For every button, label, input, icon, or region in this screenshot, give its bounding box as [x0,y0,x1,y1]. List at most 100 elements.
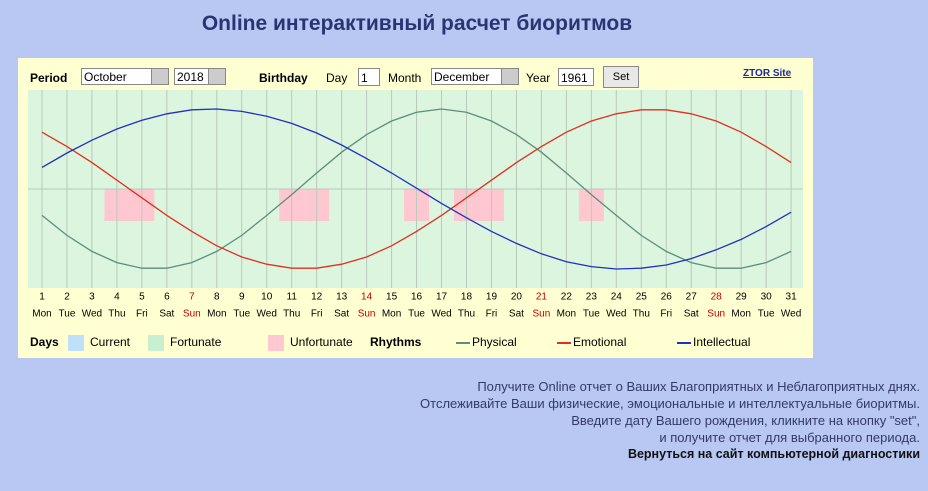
month-value: October [84,70,127,84]
back-link[interactable]: Вернуться на сайт компьютерной диагности… [627,447,920,461]
day-number: 18 [461,292,473,303]
weekday: Thu [108,309,125,320]
weekday: Wed [257,309,277,320]
weekday: Sun [707,309,725,320]
weekday: Mon [382,309,401,320]
year-select[interactable]: 2018 [174,68,226,85]
set-button[interactable]: Set [603,66,639,88]
legend-swatch [148,335,164,351]
month-label: Month [388,71,422,85]
weekday: Fri [136,309,148,320]
weekday: Tue [233,309,250,320]
birth-year-input[interactable]: 1961 [558,68,594,86]
legend-label: Fortunate [170,335,222,349]
birth-month-value: December [434,70,490,84]
legend-label: Physical [472,335,517,349]
dropdown-arrow [151,69,168,84]
day-number: 22 [561,292,573,303]
weekday: Thu [283,309,300,320]
weekday: Tue [758,309,775,320]
rhythm-line [41,108,792,270]
info-line: Введите дату Вашего рождения, кликните н… [571,413,920,428]
day-number: 19 [486,292,498,303]
day-number: 2 [64,292,70,303]
day-number: 29 [736,292,748,303]
weekday: Mon [32,309,51,320]
day-number: 26 [661,292,673,303]
legend-label: Intellectual [693,335,750,349]
birthday-label: Birthday [259,71,308,85]
page-title: Online интерактивный расчет биоритмов [201,12,633,35]
day-number: 13 [336,292,348,303]
day-number: 11 [287,292,298,303]
legend-swatch [268,335,284,351]
day-number: 21 [536,292,548,303]
weekday: Wed [781,309,801,320]
weekday: Sat [334,309,349,320]
weekday: Sat [509,309,524,320]
weekday: Fri [486,309,498,320]
weekday: Wed [431,309,451,320]
weekday: Sat [684,309,699,320]
weekday: Mon [731,309,750,320]
day-number: 31 [786,292,798,303]
month-select[interactable]: October [81,68,169,85]
day-number: 12 [311,292,323,303]
legend-title: Rhythms [370,335,422,349]
weekday: Thu [458,309,475,320]
weekday: Fri [311,309,323,320]
weekday: Tue [583,309,600,320]
day-number: 4 [114,292,120,303]
day-input[interactable]: 1 [358,68,380,86]
day-number: 24 [611,292,623,303]
dropdown-arrow [501,69,518,84]
day-number: 6 [164,292,170,303]
day-number: 5 [139,292,145,303]
chart: 1 Mon 2 Tue 3 Wed 4 Thu 5 Fri 6 Sat 7 Sun 8 Mon 9 Tue 10 We… [28,90,803,351]
period-label: Period [30,71,68,85]
day-number: 23 [586,292,598,303]
weekday: Fri [660,309,672,320]
legend-label: Emotional [573,335,626,349]
day-number: 14 [361,292,373,303]
weekday: Mon [207,309,226,320]
day-number: 7 [189,292,195,303]
dropdown-arrow [208,69,225,84]
weekday: Sun [183,309,201,320]
year-label: Year [526,71,551,85]
legend-swatch [68,335,84,351]
weekday: Mon [557,309,576,320]
year-value: 2018 [177,70,204,84]
birth-month-select[interactable]: December [431,68,519,85]
day-number: 20 [511,292,523,303]
weekday: Thu [633,309,650,320]
info-line: Отслеживайте Ваши физические, эмоциональ… [420,396,920,411]
rhythm-line [41,108,792,269]
panel: 1 Mon 2 Tue 3 Wed 4 Thu 5 Fri 6 Sat 7 Sun 8 Mon 9 Tue 10 We… [18,58,813,358]
weekday: Sun [533,309,551,320]
day-number: 9 [239,292,245,303]
day-label: Day [326,71,348,85]
rhythm-line [41,109,792,269]
legend-label: Unfortunate [290,335,353,349]
weekday: Sat [159,309,174,320]
legend-label: Current [90,335,131,349]
weekday: Wed [606,309,626,320]
day-number: 28 [711,292,723,303]
info-line: и получите отчет для выбранного периода. [659,430,920,445]
weekday: Sun [358,309,376,320]
day-number: 16 [411,292,423,303]
day-number: 3 [89,292,95,303]
weekday: Tue [408,309,425,320]
day-number: 15 [386,292,398,303]
day-number: 30 [761,292,773,303]
info-line: Получите Online отчет о Ваших Благоприят… [477,379,920,394]
day-number: 10 [261,292,273,303]
day-number: 8 [214,292,220,303]
legend-title: Days [30,335,59,349]
day-number: 25 [636,292,648,303]
site-link[interactable]: ZTOR Site [743,68,792,79]
weekday: Tue [59,309,76,320]
weekday: Wed [82,309,102,320]
